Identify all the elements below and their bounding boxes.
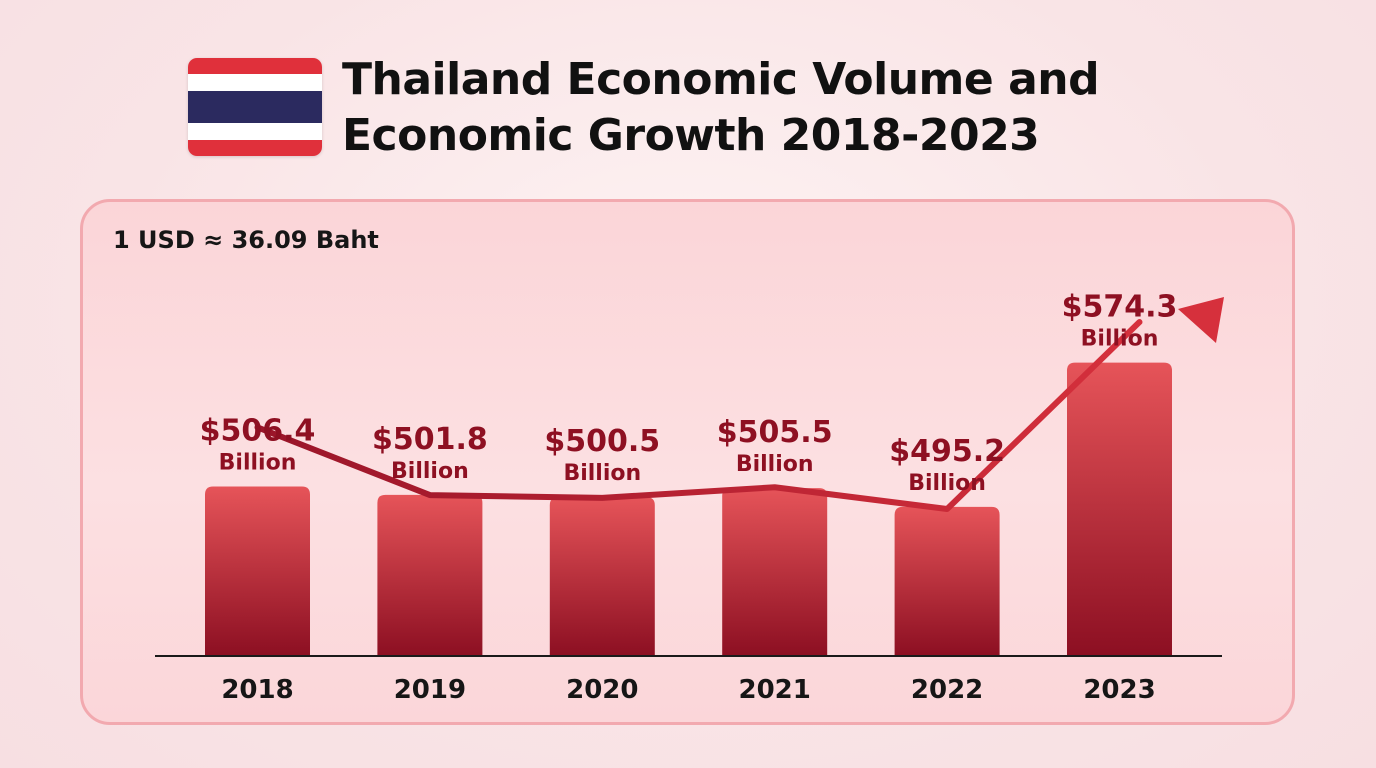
trend-line: [254, 319, 1143, 513]
x-tick-2019: 2019: [394, 675, 466, 705]
bar-2018: [205, 486, 310, 656]
value-label-2020: $500.5: [544, 424, 660, 459]
unit-label-2022: Billion: [908, 471, 986, 496]
trend-arrow-head: [1178, 297, 1224, 343]
value-label-2021: $505.5: [717, 415, 833, 450]
bar-2022: [894, 506, 1000, 656]
unit-label-2020: Billion: [563, 461, 641, 486]
thailand-flag-icon: [188, 58, 322, 156]
value-label-2022: $495.2: [889, 434, 1005, 469]
value-label-2018: $506.4: [200, 413, 316, 448]
unit-label-2023: Billion: [1081, 327, 1159, 352]
unit-label-2019: Billion: [391, 459, 469, 484]
title-line-1: Thailand Economic Volume and: [342, 54, 1100, 105]
x-tick-2020: 2020: [566, 675, 638, 705]
bar-2020: [549, 497, 655, 656]
x-tick-2022: 2022: [911, 675, 983, 705]
x-tick-2023: 2023: [1083, 675, 1155, 705]
unit-label-2018: Billion: [219, 450, 297, 475]
value-label-2023: $574.3: [1062, 290, 1178, 325]
bar-2023: [1067, 362, 1172, 656]
exchange-rate-note: 1 USD ≈ 36.09 Baht: [113, 226, 379, 254]
header: Thailand Economic Volume and Economic Gr…: [0, 0, 1376, 190]
unit-label-2021: Billion: [736, 452, 814, 477]
x-tick-2021: 2021: [739, 675, 811, 705]
bar-2021: [722, 488, 828, 656]
x-tick-2018: 2018: [221, 675, 293, 705]
chart-title: Thailand Economic Volume and Economic Gr…: [342, 52, 1302, 164]
bar-2019: [377, 494, 483, 656]
title-line-2: Economic Growth 2018-2023: [342, 110, 1040, 161]
value-label-2019: $501.8: [372, 422, 488, 457]
